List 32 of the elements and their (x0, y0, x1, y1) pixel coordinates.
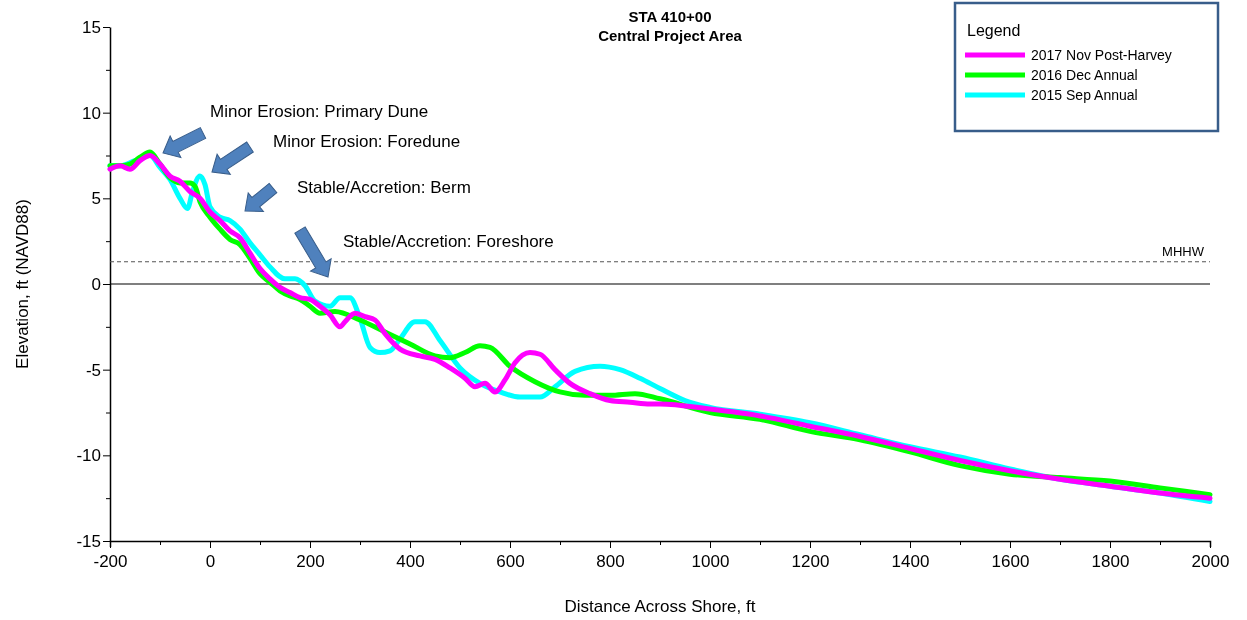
x-tick-label: 1200 (791, 552, 830, 571)
x-tick-label: 1800 (1091, 552, 1130, 571)
annotation: Minor Erosion: Primary Dune (210, 102, 429, 121)
legend-label: 2015 Sep Annual (1031, 87, 1138, 103)
legend-label: 2017 Nov Post-Harvey (1031, 47, 1172, 63)
x-tick-label: 0 (205, 552, 216, 571)
annotation: Minor Erosion: Foredune (273, 132, 461, 151)
x-tick-label: 2000 (1191, 552, 1230, 571)
y-tick-label: -10 (76, 446, 101, 466)
x-tick-label: 200 (296, 552, 325, 571)
x-tick-label: 600 (496, 552, 525, 571)
annotation: Stable/Accretion: Foreshore (343, 232, 554, 251)
y-tick-label: 10 (82, 103, 101, 123)
y-tick-label: 15 (82, 17, 101, 37)
y-tick-label: -5 (85, 360, 101, 380)
x-tick-label: 1000 (691, 552, 730, 571)
x-tick-label: -200 (93, 552, 128, 571)
legend-label: 2016 Dec Annual (1031, 67, 1138, 83)
x-axis-title: Distance Across Shore, ft (564, 597, 756, 616)
x-tick-label: 400 (396, 552, 425, 571)
chart-title: STA 410+00 (628, 8, 712, 25)
legend-title: Legend (967, 22, 1021, 39)
y-tick-label: 5 (91, 189, 101, 209)
x-tick-label: 1600 (991, 552, 1030, 571)
x-tick-label: 800 (596, 552, 625, 571)
y-tick-label: -15 (76, 531, 101, 551)
chart-subtitle: Central Project Area (598, 27, 743, 44)
annotation: Stable/Accretion: Berm (297, 178, 471, 197)
y-axis-title: Elevation, ft (NAVD88) (13, 199, 32, 369)
x-tick-label: 1400 (891, 552, 930, 571)
y-tick-label: 0 (91, 274, 101, 294)
ref-line-label: MHHW (1162, 243, 1205, 259)
